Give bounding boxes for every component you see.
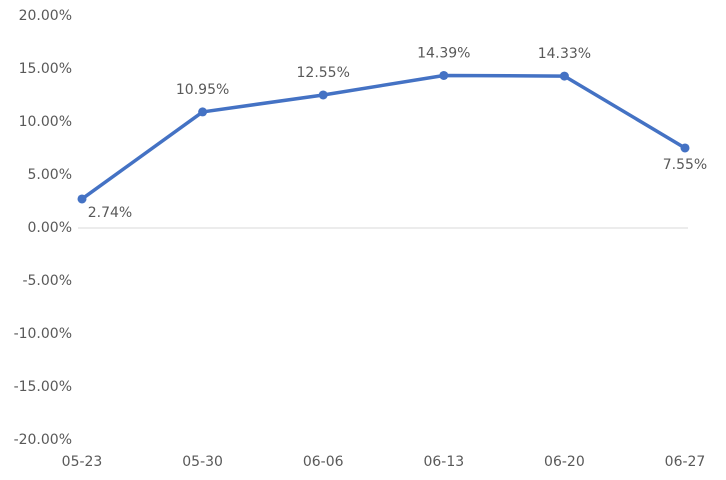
x-tick-label: 06-06	[303, 454, 344, 470]
series-line	[80, 73, 686, 201]
data-point	[680, 143, 690, 153]
data-label: 14.39%	[417, 45, 470, 61]
data-point	[77, 194, 87, 204]
data-label: 14.33%	[538, 46, 591, 62]
y-tick-label: -15.00%	[14, 379, 72, 395]
y-tick-label: -10.00%	[14, 326, 72, 342]
x-tick-label: 06-27	[665, 454, 706, 470]
y-tick-label: 0.00%	[28, 220, 72, 236]
y-tick-label: 15.00%	[19, 61, 72, 77]
y-tick-label: 5.00%	[28, 167, 72, 183]
x-tick-label: 05-23	[62, 454, 103, 470]
y-tick-label: -20.00%	[14, 432, 72, 448]
y-tick-label: 20.00%	[19, 8, 72, 24]
data-point	[318, 90, 328, 100]
data-point	[198, 107, 208, 117]
x-tick-label: 06-13	[423, 454, 464, 470]
data-point	[439, 70, 449, 80]
data-label: 2.74%	[88, 205, 132, 221]
data-point	[559, 71, 569, 81]
data-label: 12.55%	[297, 65, 350, 81]
data-label: 10.95%	[176, 82, 229, 98]
x-tick-label: 06-20	[544, 454, 585, 470]
x-tick-label: 05-30	[182, 454, 223, 470]
data-label: 7.55%	[663, 157, 707, 173]
y-tick-label: 10.00%	[19, 114, 72, 130]
y-tick-label: -5.00%	[22, 273, 72, 289]
